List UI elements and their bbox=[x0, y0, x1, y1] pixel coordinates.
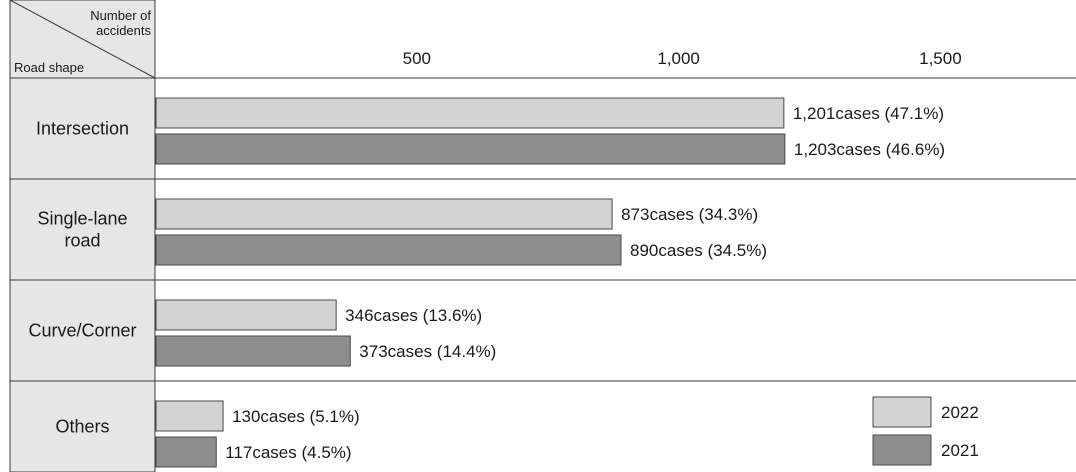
bar-2021 bbox=[155, 234, 622, 266]
category-cell bbox=[9, 279, 156, 382]
data-label: 130cases (5.1%) bbox=[232, 407, 360, 426]
category-label: Others bbox=[55, 417, 109, 437]
data-label: 873cases (34.3%) bbox=[621, 205, 758, 224]
x-tick-label: 1,000 bbox=[657, 49, 700, 68]
legend-swatch bbox=[872, 396, 932, 428]
x-tick-label: 1,500 bbox=[919, 49, 962, 68]
bar-2021 bbox=[155, 335, 351, 367]
bar-2021 bbox=[155, 133, 786, 165]
bar-2021 bbox=[155, 436, 217, 468]
legend-label: 2022 bbox=[941, 403, 979, 422]
data-label: 117cases (4.5%) bbox=[225, 443, 351, 462]
bar-2022 bbox=[155, 198, 613, 230]
category-label: Single-lane bbox=[37, 209, 127, 229]
category-cell bbox=[9, 380, 156, 472]
data-label: 373cases (14.4%) bbox=[359, 342, 496, 361]
corner-ylabel: Road shape bbox=[14, 60, 84, 75]
legend-swatch bbox=[872, 434, 932, 466]
data-label: 1,203cases (46.6%) bbox=[794, 140, 945, 159]
x-tick-label: 500 bbox=[403, 49, 431, 68]
category-label: Intersection bbox=[36, 119, 129, 139]
corner-diagonal bbox=[9, 0, 156, 79]
data-label: 346cases (13.6%) bbox=[345, 306, 482, 325]
data-label: 890cases (34.5%) bbox=[630, 241, 767, 260]
bar-2022 bbox=[155, 400, 224, 432]
corner-xlabel-line: accidents bbox=[96, 23, 151, 38]
bar-2022 bbox=[155, 299, 337, 331]
corner-xlabel-line: Number of bbox=[90, 8, 151, 23]
category-label: Curve/Corner bbox=[28, 321, 136, 341]
category-cell bbox=[9, 178, 156, 281]
category-label: road bbox=[64, 231, 100, 251]
data-label: 1,201cases (47.1%) bbox=[793, 104, 944, 123]
legend-label: 2021 bbox=[941, 441, 979, 460]
bar-2022 bbox=[155, 97, 785, 129]
